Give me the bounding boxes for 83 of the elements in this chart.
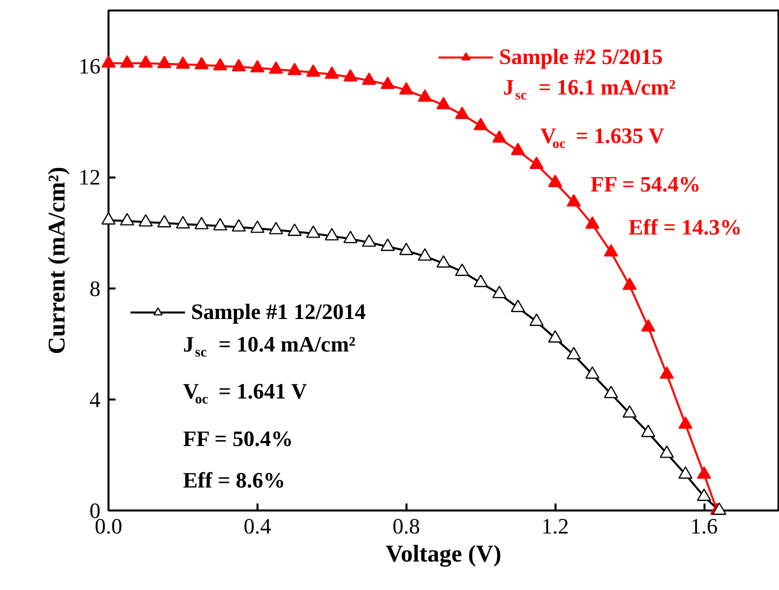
- point: [213, 218, 228, 230]
- point: [288, 224, 302, 236]
- annotation: Eff = 14.3%: [628, 214, 742, 240]
- point: [604, 386, 618, 398]
- point: [696, 466, 712, 479]
- point: [455, 264, 470, 276]
- point: [436, 255, 451, 268]
- point: [324, 66, 339, 79]
- point: [138, 55, 153, 68]
- point: [678, 466, 693, 479]
- point: [641, 319, 656, 332]
- point: [120, 55, 134, 68]
- point: [268, 61, 284, 74]
- point: [176, 56, 190, 69]
- point: [622, 277, 637, 290]
- point: [101, 212, 116, 225]
- point: [529, 314, 544, 326]
- point: [324, 228, 339, 240]
- point: [585, 216, 600, 229]
- point: [566, 346, 581, 360]
- point: [268, 222, 284, 234]
- annotation: FF = 54.4%: [590, 172, 701, 197]
- point: [696, 488, 712, 501]
- point: [194, 216, 209, 230]
- point: [548, 174, 562, 188]
- point: [288, 62, 302, 76]
- point: [343, 230, 358, 244]
- point: [492, 130, 506, 143]
- point: [176, 216, 190, 228]
- point: [362, 234, 376, 247]
- point: [660, 445, 674, 458]
- point: [712, 502, 726, 515]
- point: [529, 156, 544, 170]
- point: [306, 225, 320, 238]
- point: [399, 82, 414, 95]
- point: [157, 214, 172, 228]
- x-tick-label: 1.6: [690, 514, 718, 538]
- point: [492, 286, 506, 298]
- point: [510, 300, 526, 312]
- point: [157, 56, 172, 68]
- x-tick-label: 0.4: [244, 514, 272, 538]
- point: [362, 72, 376, 85]
- point: [474, 118, 488, 130]
- point: [641, 424, 656, 438]
- point: [566, 194, 581, 207]
- y-tick-label: 12: [78, 164, 100, 190]
- x-axis-title: Voltage (V): [386, 542, 502, 568]
- y-tick-label: 4: [90, 386, 100, 412]
- point: [622, 405, 637, 418]
- point: [343, 69, 358, 82]
- point: [474, 274, 488, 288]
- y-tick-label: 8: [90, 276, 100, 301]
- point: [660, 366, 674, 379]
- point: [418, 248, 432, 261]
- x-tick-label: 1.2: [541, 514, 569, 538]
- point: [380, 238, 395, 251]
- point: [232, 58, 246, 72]
- point: [250, 220, 264, 233]
- legend-label: Sample #2 5/2015: [499, 44, 663, 70]
- point: [585, 366, 600, 379]
- point: [120, 212, 134, 226]
- annotation: FF = 50.4%: [182, 426, 294, 451]
- point: [604, 244, 618, 257]
- point: [455, 106, 470, 120]
- point: [101, 55, 116, 68]
- y-tick-label: 16: [78, 54, 100, 79]
- point: [418, 89, 432, 102]
- point: [306, 64, 320, 77]
- point: [213, 58, 228, 70]
- point: [399, 242, 414, 256]
- point: [678, 416, 693, 429]
- legend-label: Sample #1 12/2014: [191, 299, 366, 325]
- point: [250, 60, 264, 72]
- point: [548, 330, 562, 343]
- y-axis-title: Current (mA/cm²): [44, 166, 70, 354]
- point: [380, 76, 395, 90]
- point: [194, 56, 209, 70]
- point: [138, 214, 153, 227]
- x-tick-label: 0.8: [392, 514, 420, 538]
- point: [436, 96, 451, 110]
- point: [510, 142, 526, 156]
- annotation: Eff = 8.6%: [182, 467, 286, 492]
- point: [232, 219, 246, 232]
